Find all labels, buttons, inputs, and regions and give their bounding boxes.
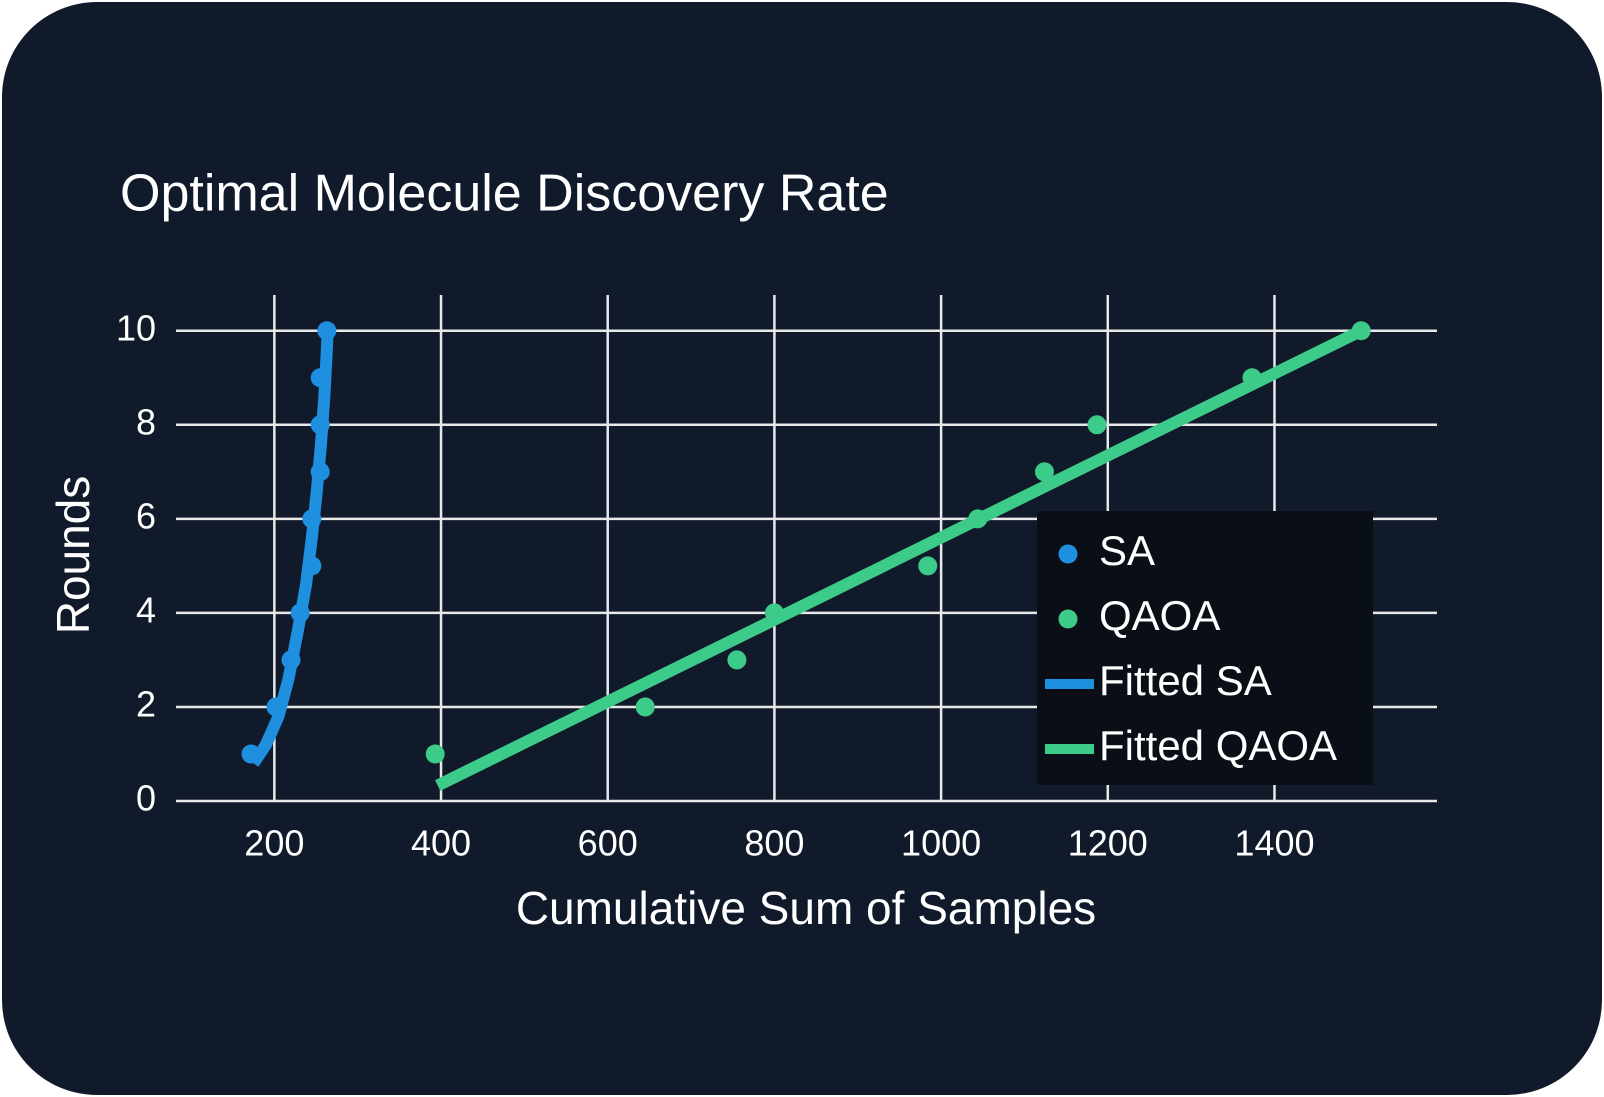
point <box>727 650 747 670</box>
y-tick-label: 4 <box>136 589 156 630</box>
x-tick-label: 1400 <box>1234 823 1314 864</box>
chart-title: Optimal Molecule Discovery Rate <box>120 165 889 223</box>
fit-line <box>435 325 1364 791</box>
y-tick-label: 8 <box>136 401 156 442</box>
fit-line <box>248 330 334 767</box>
legend-marker <box>1058 544 1078 564</box>
point <box>1034 462 1054 482</box>
y-tick-label: 2 <box>136 683 156 724</box>
y-axis-title: Rounds <box>47 476 99 635</box>
legend-label: QAOA <box>1099 592 1220 639</box>
x-tick-label: 1200 <box>1068 823 1148 864</box>
x-tick-label: 800 <box>744 823 804 864</box>
y-tick-label: 6 <box>136 495 156 536</box>
legend-label: Fitted SA <box>1099 657 1272 704</box>
legend-label: SA <box>1099 527 1155 574</box>
legend-label: Fitted QAOA <box>1099 722 1337 769</box>
point <box>425 744 445 764</box>
legend-marker <box>1058 609 1078 629</box>
x-tick-label: 200 <box>244 823 304 864</box>
x-tick-label: 400 <box>411 823 471 864</box>
y-tick-label: 0 <box>136 778 156 819</box>
point <box>635 697 655 717</box>
x-axis-title: Cumulative Sum of Samples <box>516 882 1096 934</box>
x-tick-label: 600 <box>578 823 638 864</box>
point <box>1087 415 1107 435</box>
y-tick-label: 10 <box>116 307 156 348</box>
x-tick-label: 1000 <box>901 823 981 864</box>
point <box>918 556 938 576</box>
legend-box <box>1037 511 1373 785</box>
